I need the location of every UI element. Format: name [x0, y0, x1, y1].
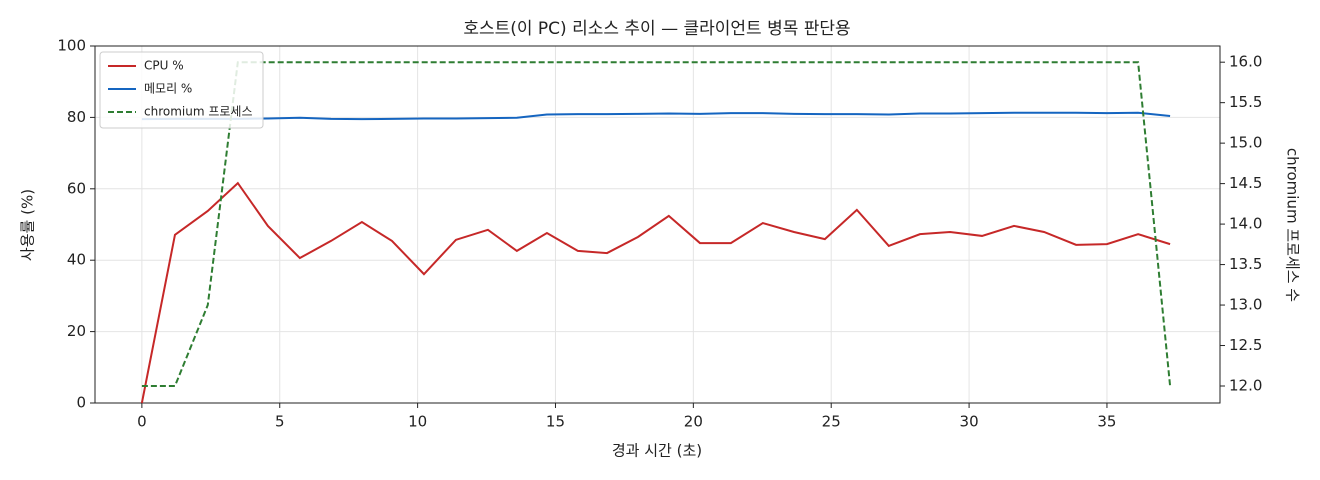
y2-tick-label: 12.0 — [1229, 377, 1262, 395]
y-tick-label: 60 — [67, 179, 86, 197]
x-tick-label: 30 — [960, 413, 979, 431]
legend-box — [99, 51, 264, 129]
y2-axis-label: chromium 프로세스 수 — [1284, 148, 1302, 302]
x-axis-label: 경과 시간 (초) — [612, 442, 702, 460]
y2-tick-label: 16.0 — [1229, 53, 1262, 71]
y2-tick-label: 12.5 — [1229, 336, 1262, 354]
y-tick-label: 80 — [67, 108, 86, 126]
y2-tick-label: 14.5 — [1229, 174, 1262, 192]
y2-tick-label: 13.5 — [1229, 255, 1262, 273]
y2-tick-label: 15.5 — [1229, 93, 1262, 111]
y-tick-label: 20 — [67, 322, 86, 340]
y-tick-label: 0 — [76, 394, 86, 412]
series-line — [140, 181, 1171, 404]
y-axis-label: 사용률 (%) — [19, 189, 37, 261]
plot-frame — [94, 45, 1221, 404]
legend-label: 메모리 % — [144, 82, 192, 96]
y2-tick-label: 15.0 — [1229, 134, 1262, 152]
x-tick-label: 35 — [1097, 413, 1116, 431]
x-tick-label: 20 — [684, 413, 703, 431]
x-tick-label: 10 — [408, 413, 427, 431]
x-tick-label: 0 — [137, 413, 147, 431]
series-line — [141, 111, 1171, 121]
legend-label: chromium 프로세스 — [144, 105, 253, 119]
legend-label: CPU % — [144, 59, 184, 73]
y-tick-label: 100 — [57, 37, 86, 55]
series-line — [141, 61, 1172, 387]
y2-tick-label: 13.0 — [1229, 296, 1262, 314]
x-tick-label: 5 — [275, 413, 285, 431]
chart-title: 호스트(이 PC) 리소스 추이 — 클라이언트 병목 판단용 — [463, 19, 850, 39]
x-tick-label: 15 — [546, 413, 565, 431]
y2-tick-label: 14.0 — [1229, 215, 1262, 233]
x-tick-label: 25 — [822, 413, 841, 431]
y-tick-label: 40 — [67, 251, 86, 269]
